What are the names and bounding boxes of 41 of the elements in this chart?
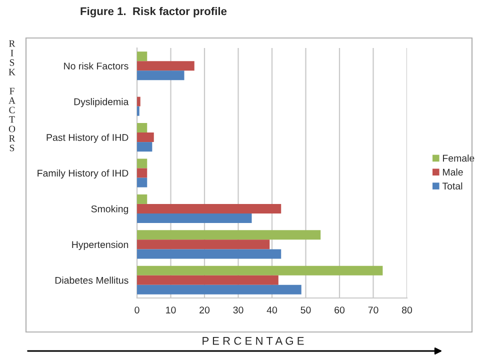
bar <box>137 249 282 259</box>
legend-label: Male <box>443 168 463 176</box>
legend-label: Female <box>443 154 474 162</box>
x-tick-label: 0 <box>134 306 140 314</box>
bar <box>137 123 148 133</box>
bar <box>137 168 148 178</box>
bar <box>137 194 148 204</box>
bar <box>137 52 148 62</box>
x-tick-label: 60 <box>334 306 345 314</box>
y-tick-label: Hypertension <box>72 240 128 250</box>
bar <box>137 70 184 80</box>
y-tick-label: No risk Factors <box>64 62 128 70</box>
bar <box>137 61 194 71</box>
bar <box>137 266 383 276</box>
bar <box>137 204 282 214</box>
bar <box>137 230 321 240</box>
bar <box>137 213 252 223</box>
y-tick-label: Past History of IHD <box>46 134 128 143</box>
x-tick-label: 20 <box>200 306 210 314</box>
x-tick-label: 40 <box>266 306 278 314</box>
chart-title: Figure 1. Risk factor profile <box>80 7 227 18</box>
bar <box>137 132 154 142</box>
x-tick-label: 70 <box>368 306 378 314</box>
bar <box>137 275 278 285</box>
bar <box>137 178 148 188</box>
x-tick-label: 80 <box>402 306 412 314</box>
legend-label: Total <box>442 182 462 190</box>
y-tick-label: Diabetes Mellitus <box>55 276 128 284</box>
bar <box>137 240 270 250</box>
bar <box>137 158 148 168</box>
x-axis-title: P E R C E N T A G E <box>202 336 304 345</box>
y-tick-label: Smoking <box>91 205 128 214</box>
bar <box>137 284 302 294</box>
bar <box>137 96 140 106</box>
x-tick-label: 30 <box>233 306 244 314</box>
bar <box>137 142 152 152</box>
x-tick-label: 50 <box>300 306 311 314</box>
y-tick-label: Family History of IHD <box>38 169 128 179</box>
x-tick-label: 10 <box>166 306 176 314</box>
text: RISK FACTORS <box>8 40 16 152</box>
y-tick-label: Dyslipidemia <box>74 98 129 108</box>
